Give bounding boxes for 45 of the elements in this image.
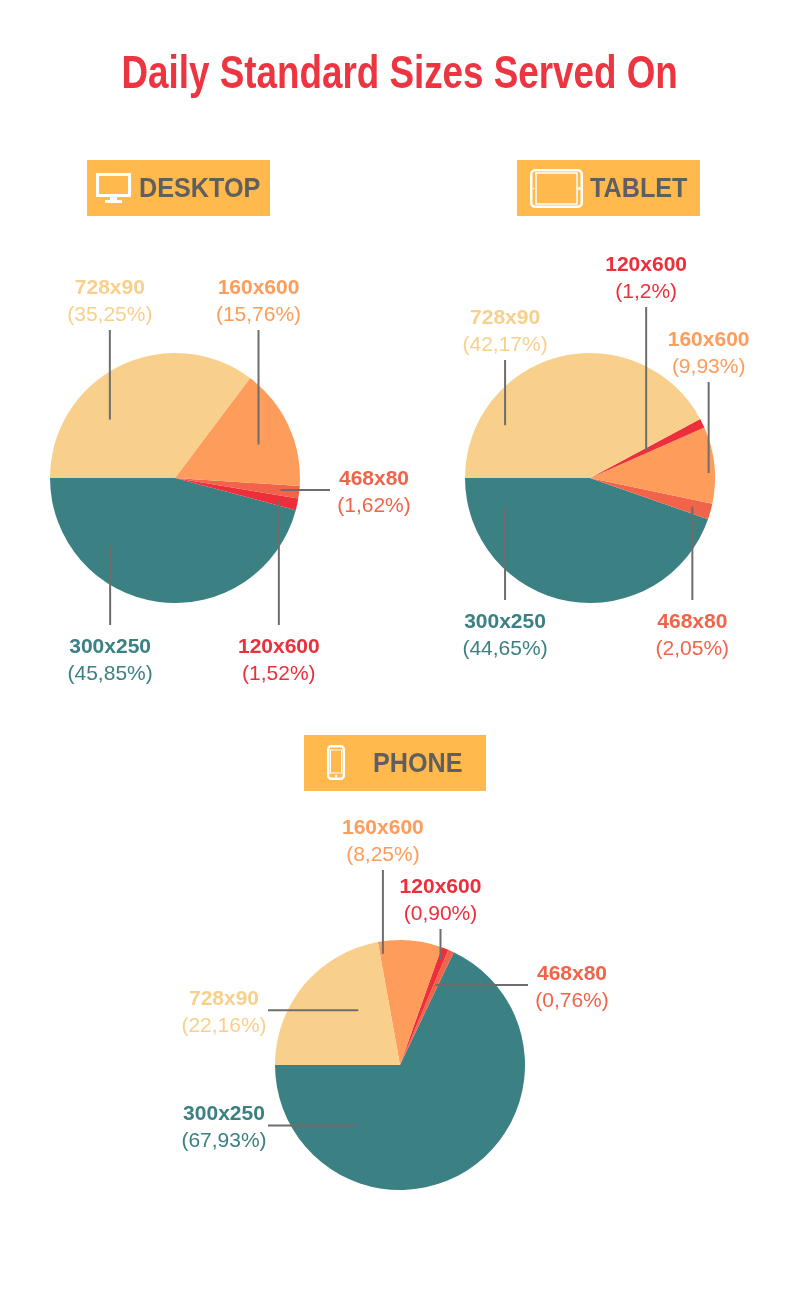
pie-slice bbox=[590, 427, 715, 504]
data-label: (0,76%) bbox=[535, 987, 609, 1011]
data-label: (35,25%) bbox=[67, 301, 153, 325]
slice-label: 160x600 bbox=[667, 326, 750, 350]
data-label: (1,62%) bbox=[337, 492, 411, 516]
data-label: (44,65%) bbox=[462, 635, 548, 659]
data-label: (67,93%) bbox=[181, 1128, 267, 1152]
slice-label: 728x90 bbox=[74, 274, 145, 298]
data-label: (9,93%) bbox=[671, 353, 746, 377]
data-label: (0,90%) bbox=[403, 900, 478, 924]
data-label: (2,05%) bbox=[655, 635, 730, 659]
pie-slice bbox=[175, 478, 300, 499]
pie-slice bbox=[465, 478, 708, 603]
slice-label: 160x600 bbox=[217, 274, 300, 298]
data-label: (42,17%) bbox=[462, 331, 548, 355]
slice-label: 120x600 bbox=[605, 251, 688, 275]
data-label: (8,25%) bbox=[346, 841, 420, 865]
slice-label: 468x80 bbox=[657, 608, 728, 632]
pie-slice bbox=[175, 378, 300, 486]
chart-subtitle: DESKTOP bbox=[139, 171, 261, 205]
data-label: (45,85%) bbox=[67, 660, 153, 684]
chart-subtitle: PHONE bbox=[373, 746, 463, 780]
pie-slice bbox=[377, 940, 442, 1065]
data-label: (1,52%) bbox=[242, 660, 316, 684]
chart-subtitle: TABLET bbox=[590, 171, 688, 205]
slice-label: 120x600 bbox=[237, 633, 320, 657]
slice-label: 300x250 bbox=[69, 633, 152, 657]
pie-slice bbox=[275, 952, 525, 1190]
slice-label: 300x250 bbox=[183, 1101, 265, 1125]
pie-slice bbox=[590, 478, 713, 520]
slice-label: 468x80 bbox=[536, 960, 608, 984]
slice-label: 468x80 bbox=[338, 465, 410, 489]
data-label: (1,2%) bbox=[615, 278, 678, 302]
pie-slice bbox=[275, 941, 400, 1065]
slice-label: 728x90 bbox=[188, 985, 260, 1009]
slice-label: 120x600 bbox=[399, 873, 482, 897]
pie-slice bbox=[50, 478, 296, 603]
data-label: (22,16%) bbox=[181, 1012, 267, 1036]
chart-title: Daily Standard Sizes Served On bbox=[121, 45, 679, 100]
slice-label: 300x250 bbox=[464, 608, 546, 632]
slice-label: 160x600 bbox=[342, 814, 424, 838]
slice-label: 728x90 bbox=[470, 304, 541, 328]
pie-slice bbox=[50, 353, 251, 478]
pie-slice bbox=[175, 478, 299, 511]
data-label: (15,76%) bbox=[215, 301, 302, 325]
